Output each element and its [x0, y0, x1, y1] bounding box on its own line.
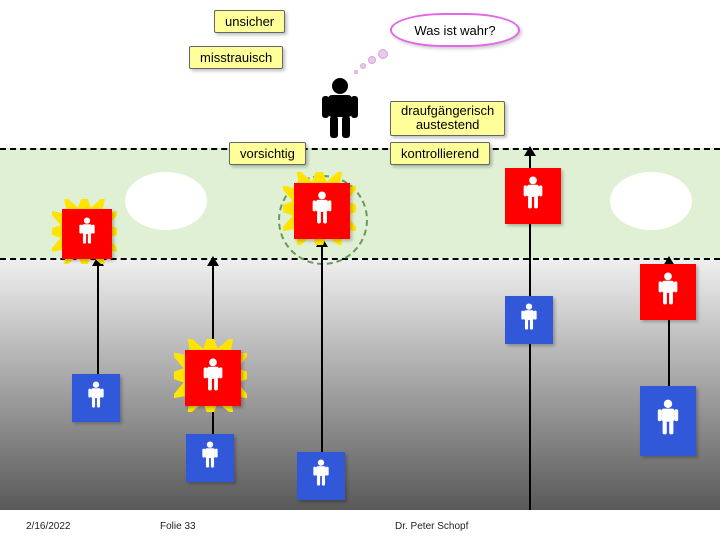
blue-box [640, 386, 696, 456]
thought-text: Was ist wahr? [414, 23, 495, 38]
thought-dot [368, 56, 376, 64]
person-icon [201, 441, 219, 475]
person-icon [656, 399, 680, 442]
figure-r8 [186, 434, 234, 482]
footer-date: 2/16/2022 [26, 521, 71, 532]
divider-line-upper [0, 148, 720, 150]
label-vorsichtig-text: vorsichtig [240, 146, 295, 161]
thought-dot [360, 63, 366, 69]
main-figure [320, 78, 360, 145]
label-draufgaengerisch: draufgängerischaustestend [390, 101, 505, 136]
figure-r9 [297, 452, 345, 500]
footer-folie: Folie 33 [160, 521, 196, 532]
figure-r4 [640, 264, 696, 320]
person-icon [202, 358, 224, 398]
thought-bubble: Was ist wahr? [390, 13, 520, 47]
label-misstrauisch: misstrauisch [189, 46, 283, 69]
label-misstrauisch-text: misstrauisch [200, 50, 272, 65]
blue-box [186, 434, 234, 482]
bg-top [0, 0, 720, 148]
label-unsicher-text: unsicher [225, 14, 274, 29]
slide-canvas: Was ist wahr? unsicher misstrauisch vors… [0, 0, 720, 540]
red-box [505, 168, 561, 224]
red-box [62, 209, 112, 259]
person-icon [312, 459, 330, 493]
label-draufgaengerisch-text: draufgängerischaustestend [401, 103, 494, 132]
blue-box [72, 374, 120, 422]
person-icon [87, 381, 105, 415]
slide-footer: 2/16/2022 Folie 33 Dr. Peter Schopf [0, 510, 720, 540]
person-icon [520, 303, 538, 337]
think-oval-left [125, 172, 207, 230]
thought-dot [354, 70, 358, 74]
blue-box [297, 452, 345, 500]
arrow [97, 258, 99, 374]
figure-r7 [72, 374, 120, 422]
blue-box [505, 296, 553, 344]
figure-r2 [294, 183, 350, 239]
label-vorsichtig: vorsichtig [229, 142, 306, 165]
figure-r3 [505, 168, 561, 224]
figure-r10 [640, 386, 696, 456]
arrow [321, 239, 323, 452]
red-box [640, 264, 696, 320]
figure-r5 [505, 296, 553, 344]
person-icon [522, 176, 544, 216]
figure-r1 [62, 209, 112, 259]
think-oval-right [610, 172, 692, 230]
label-unsicher: unsicher [214, 10, 285, 33]
person-icon [78, 217, 96, 251]
footer-author: Dr. Peter Schopf [395, 521, 468, 532]
red-box [294, 183, 350, 239]
label-kontrollierend-text: kontrollierend [401, 146, 479, 161]
label-kontrollierend: kontrollierend [390, 142, 490, 165]
person-icon [657, 272, 679, 312]
figure-r6 [185, 350, 241, 406]
thought-dot [378, 49, 388, 59]
person-icon [311, 191, 333, 231]
red-box [185, 350, 241, 406]
